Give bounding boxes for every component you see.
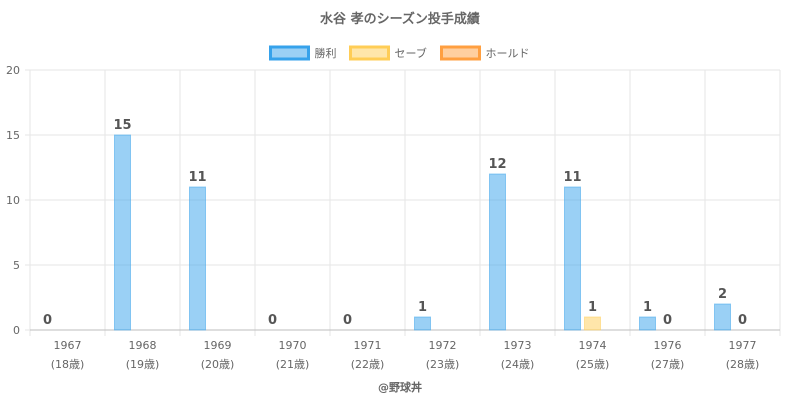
- x-tick-sublabel: (28歳): [726, 358, 760, 371]
- data-label: 15: [113, 118, 131, 133]
- y-tick-label: 10: [6, 194, 20, 207]
- bar-勝利: [714, 303, 731, 331]
- legend-item[interactable]: ホールド: [440, 45, 530, 61]
- chart-title: 水谷 孝のシーズン投手成績: [320, 11, 480, 27]
- data-label: 0: [268, 313, 277, 328]
- legend-label: ホールド: [486, 47, 530, 60]
- bar-勝利: [489, 173, 506, 331]
- bar-勝利: [414, 316, 431, 331]
- x-tick-sublabel: (21歳): [276, 358, 310, 371]
- x-tick-sublabel: (18歳): [51, 358, 85, 371]
- data-label: 1: [418, 300, 427, 315]
- x-tick-sublabel: (27歳): [651, 358, 685, 371]
- legend-swatch: [269, 45, 310, 61]
- x-tick-label: 1977: [729, 339, 757, 352]
- x-tick-label: 1973: [504, 339, 532, 352]
- bar-勝利: [564, 186, 581, 331]
- data-label: 12: [488, 157, 506, 172]
- data-label: 0: [663, 313, 672, 328]
- legend-swatch: [349, 45, 390, 61]
- y-tick-label: 0: [13, 324, 20, 337]
- x-tick-label: 1972: [429, 339, 457, 352]
- x-tick-label: 1967: [54, 339, 82, 352]
- x-tick-label: 1968: [129, 339, 157, 352]
- data-label: 11: [563, 170, 581, 185]
- data-label: 1: [588, 300, 597, 315]
- data-label: 0: [343, 313, 352, 328]
- x-tick-label: 1970: [279, 339, 307, 352]
- bar-セーブ: [584, 316, 601, 331]
- legend-swatch: [440, 45, 481, 61]
- data-label: 1: [643, 300, 652, 315]
- bar-勝利: [114, 134, 131, 331]
- x-tick-label: 1969: [204, 339, 232, 352]
- y-tick-label: 15: [6, 129, 20, 142]
- x-axis: 1967 (18歳) 1968 (19歳) 1969 (20歳) 1970 (21歳) 1971…: [51, 339, 760, 371]
- data-label: 11: [188, 170, 206, 185]
- legend-label: 勝利: [315, 46, 337, 60]
- legend-item[interactable]: 勝利: [269, 45, 337, 61]
- legend: 勝利 セーブ ホールド: [269, 45, 530, 61]
- x-tick-sublabel: (19歳): [126, 358, 160, 371]
- legend-label: セーブ: [395, 46, 427, 60]
- data-label: 0: [738, 313, 747, 328]
- gridlines: [25, 69, 781, 336]
- x-tick-label: 1974: [579, 339, 607, 352]
- data-label: 2: [718, 287, 727, 302]
- y-tick-label: 20: [6, 64, 20, 77]
- x-tick-sublabel: (23歳): [426, 358, 460, 371]
- x-tick-sublabel: (24歳): [501, 358, 535, 371]
- data-label: 0: [43, 313, 52, 328]
- x-tick-sublabel: (20歳): [201, 358, 235, 371]
- y-axis: 0 5 10 15 20: [6, 64, 20, 337]
- x-tick-label: 1976: [654, 339, 682, 352]
- bar-勝利: [189, 186, 206, 331]
- x-tick-sublabel: (25歳): [576, 358, 610, 371]
- chart-credit: @野球丼: [378, 380, 422, 394]
- x-tick-label: 1971: [354, 339, 382, 352]
- y-tick-label: 5: [13, 259, 20, 272]
- bars: [114, 134, 731, 331]
- x-tick-sublabel: (22歳): [351, 358, 385, 371]
- legend-item[interactable]: セーブ: [349, 45, 427, 61]
- bar-勝利: [639, 316, 656, 331]
